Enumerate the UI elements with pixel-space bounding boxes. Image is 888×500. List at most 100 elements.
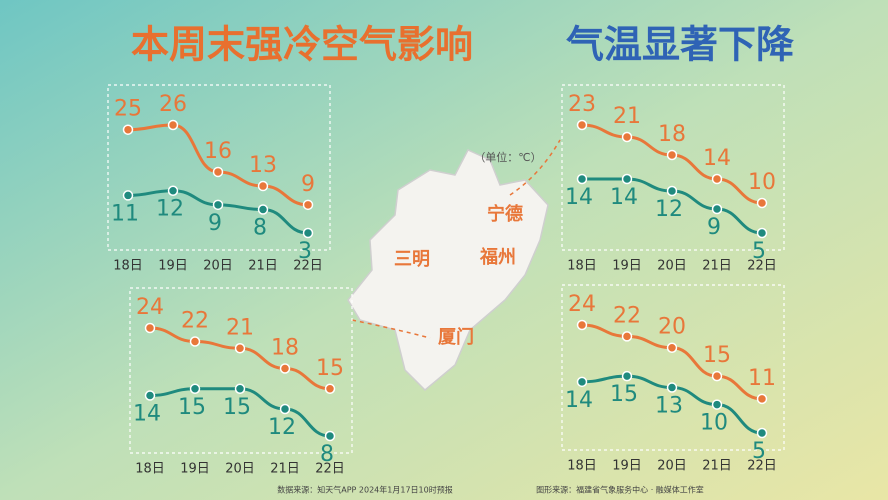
point xyxy=(666,149,678,161)
chart-frame xyxy=(107,84,331,251)
value-label: 14 xyxy=(133,402,161,427)
value-label: 15 xyxy=(178,395,206,420)
value-label: 14 xyxy=(610,185,638,210)
x-tick-label: 22日 xyxy=(747,259,777,274)
point xyxy=(279,403,291,415)
value-label: 5 xyxy=(752,439,766,464)
value-label: 15 xyxy=(610,382,638,407)
point xyxy=(576,376,588,388)
point xyxy=(621,370,633,382)
value-label: 15 xyxy=(223,395,251,420)
x-tick-label: 22日 xyxy=(747,459,777,474)
x-tick-label: 18日 xyxy=(113,259,143,274)
value-label: 9 xyxy=(707,215,721,240)
chart-frame xyxy=(561,84,785,251)
point xyxy=(666,382,678,393)
point xyxy=(212,166,224,178)
value-label: 13 xyxy=(655,394,683,419)
point xyxy=(711,370,723,382)
value-label: 10 xyxy=(748,170,776,195)
value-label: 22 xyxy=(181,309,209,334)
point xyxy=(621,331,633,342)
value-label: 5 xyxy=(752,239,766,264)
point xyxy=(711,173,723,185)
point xyxy=(756,197,768,209)
value-label: 24 xyxy=(568,292,596,317)
x-tick-label: 18日 xyxy=(567,259,597,274)
value-label: 13 xyxy=(249,153,277,178)
point xyxy=(122,190,134,201)
point xyxy=(576,173,588,185)
point xyxy=(234,383,246,394)
value-label: 12 xyxy=(655,197,683,222)
point xyxy=(302,199,314,211)
footer: 数据来源：知天气APP 2024年1月17日10时预报 xyxy=(277,485,452,495)
arrow xyxy=(509,139,561,196)
x-tick-label: 19日 xyxy=(158,259,188,274)
x-tick-label: 21日 xyxy=(248,259,278,274)
value-label: 24 xyxy=(136,295,164,320)
point xyxy=(302,227,314,239)
x-tick-label: 20日 xyxy=(203,259,233,274)
point xyxy=(167,119,179,131)
x-tick-label: 20日 xyxy=(657,459,687,474)
point xyxy=(257,204,269,215)
x-tick-label: 19日 xyxy=(180,462,210,477)
title-part2: 气温显著下降 xyxy=(566,23,794,67)
point xyxy=(167,185,179,196)
x-tick-label: 19日 xyxy=(612,259,642,274)
point xyxy=(621,173,633,185)
point xyxy=(234,343,246,354)
point xyxy=(756,393,768,405)
point xyxy=(144,390,156,401)
unit: （单位：℃） xyxy=(474,150,541,164)
map-label: 厦门 xyxy=(438,326,474,348)
point xyxy=(324,383,336,394)
x-tick-label: 21日 xyxy=(702,459,732,474)
chart-frame xyxy=(129,287,353,454)
value-label: 16 xyxy=(204,139,232,164)
value-label: 8 xyxy=(253,216,267,241)
value-label: 9 xyxy=(208,211,222,236)
arrow xyxy=(351,319,431,339)
value-label: 8 xyxy=(320,442,334,467)
point xyxy=(756,427,768,439)
value-label: 23 xyxy=(568,92,596,117)
value-label: 21 xyxy=(613,104,641,129)
title-part1: 本周末强冷空气影响 xyxy=(131,23,473,67)
x-tick-label: 20日 xyxy=(225,462,255,477)
x-tick-label: 20日 xyxy=(657,259,687,274)
x-tick-label: 18日 xyxy=(567,459,597,474)
value-label: 22 xyxy=(613,303,641,328)
point xyxy=(324,430,336,442)
footer: 图形来源：福建省气象服务中心 · 融媒体工作室 xyxy=(536,485,704,495)
value-label: 12 xyxy=(156,197,184,222)
map-label: 福州 xyxy=(479,246,516,268)
value-label: 11 xyxy=(111,201,139,226)
x-tick-label: 22日 xyxy=(293,259,323,274)
point xyxy=(257,180,269,192)
point xyxy=(189,336,201,347)
x-tick-label: 19日 xyxy=(612,459,642,474)
point xyxy=(621,131,633,143)
value-label: 15 xyxy=(316,356,344,381)
point xyxy=(666,342,678,353)
value-label: 18 xyxy=(658,122,686,147)
point xyxy=(711,399,723,410)
point xyxy=(144,322,156,334)
x-tick-label: 22日 xyxy=(315,462,345,477)
value-label: 11 xyxy=(748,366,776,391)
x-tick-label: 21日 xyxy=(702,259,732,274)
value-label: 25 xyxy=(114,97,142,122)
point xyxy=(711,203,723,215)
map xyxy=(347,149,549,392)
value-label: 9 xyxy=(301,172,315,197)
x-tick-label: 21日 xyxy=(270,462,300,477)
point xyxy=(189,383,201,394)
map-label: 三明 xyxy=(394,249,430,270)
chart-frame xyxy=(561,284,785,451)
value-label: 10 xyxy=(700,411,728,436)
value-label: 26 xyxy=(159,92,187,117)
point xyxy=(576,119,588,131)
